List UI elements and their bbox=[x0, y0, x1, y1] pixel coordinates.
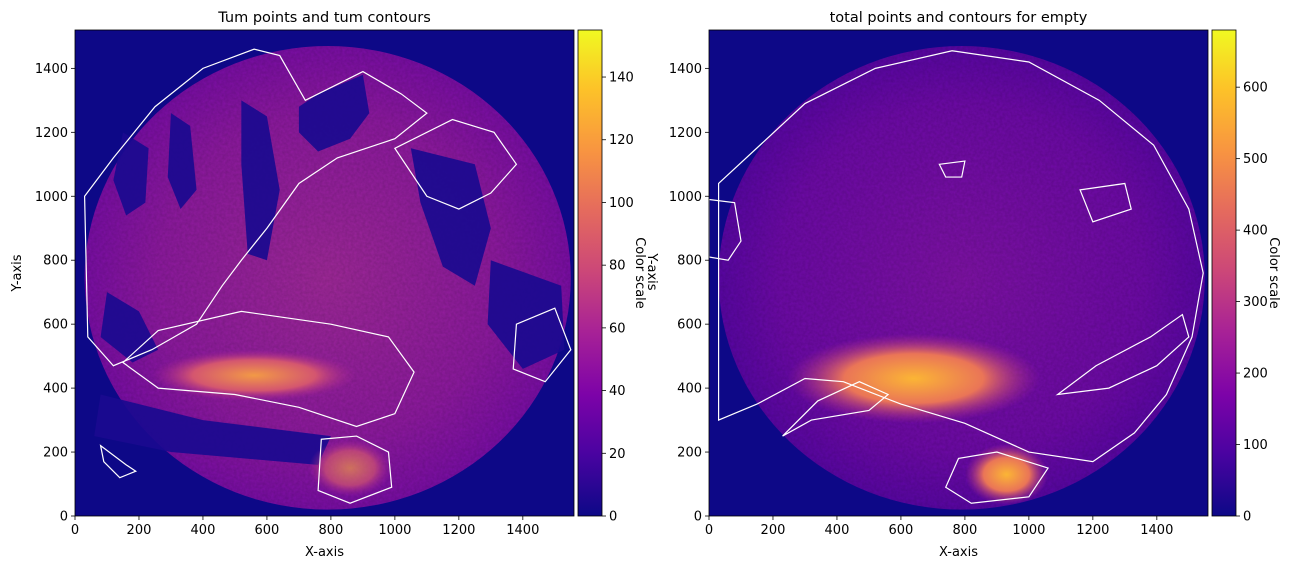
empty-contour-1 bbox=[1055, 313, 1190, 396]
left-chart: 0 200 400 600 800 1000 1200 1400020040060080010… bbox=[10, 10, 659, 560]
colorbar-tick-label-1: 100 bbox=[1243, 438, 1268, 453]
empty-region-1 bbox=[241, 100, 280, 261]
colorbar bbox=[1211, 29, 1237, 517]
x-tick-label-2: 400 bbox=[825, 523, 850, 538]
empty-contour-5 bbox=[938, 160, 966, 178]
empty-region-3 bbox=[487, 260, 565, 369]
empty-contour-6 bbox=[1079, 182, 1132, 223]
tumor-contour-1 bbox=[393, 118, 518, 210]
y-tick-label-2: 400 bbox=[677, 382, 702, 397]
y-tick-label-4: 800 bbox=[43, 254, 68, 269]
empty-region-6 bbox=[100, 292, 159, 363]
tumor-contour-5 bbox=[99, 444, 138, 479]
empty-contour-0 bbox=[717, 50, 1204, 463]
empty-contour-3 bbox=[782, 381, 890, 437]
colorbar-tick-label-5: 500 bbox=[1243, 152, 1268, 167]
empty-region-0 bbox=[298, 74, 370, 152]
y-tick-label-7: 1400 bbox=[669, 62, 702, 77]
colorbar-tick-label-3: 300 bbox=[1243, 295, 1268, 310]
tumor-contour-3 bbox=[317, 435, 393, 504]
empty-region-4 bbox=[113, 132, 149, 216]
plot-area bbox=[709, 30, 1208, 516]
x-tick-label-4: 800 bbox=[952, 523, 977, 538]
colorbar-tick-label-5: 100 bbox=[609, 196, 634, 211]
chart-title: total points and contours for empty bbox=[830, 10, 1088, 26]
x-tick-label-2: 400 bbox=[191, 523, 216, 538]
y-tick-label-0: 0 bbox=[694, 510, 702, 525]
colorbar bbox=[577, 29, 603, 517]
tumor-contour-2 bbox=[122, 310, 415, 428]
colorbar-tick-label-2: 200 bbox=[1243, 367, 1268, 382]
hotspot-bottom bbox=[308, 439, 392, 497]
y-tick-label-3: 600 bbox=[43, 318, 68, 333]
x-tick-label-3: 600 bbox=[255, 523, 280, 538]
hotspot-bottom bbox=[964, 444, 1049, 505]
axes-frame bbox=[74, 29, 575, 517]
y-tick-label-7: 1400 bbox=[35, 62, 68, 77]
y-tick-label-5: 1000 bbox=[35, 190, 68, 205]
x-tick-label-5: 1000 bbox=[378, 523, 411, 538]
colorbar-tick-label-7: 140 bbox=[609, 71, 634, 86]
x-tick-label-1: 200 bbox=[761, 523, 786, 538]
colorbar-tick-label-0: 0 bbox=[609, 510, 617, 525]
y-tick-label-6: 1200 bbox=[669, 126, 702, 141]
chart-title: Tum points and tum contours bbox=[217, 10, 431, 26]
y-tick-label-0: 0 bbox=[60, 510, 68, 525]
empty-contour-2 bbox=[944, 451, 1050, 504]
x-tick-label-6: 1200 bbox=[1076, 523, 1109, 538]
empty-region-2 bbox=[410, 148, 491, 286]
plot-area bbox=[75, 30, 574, 516]
empty-region-7 bbox=[94, 394, 331, 465]
right-chart: 0 200 400 600 800 1000 1200 1400020040060080010… bbox=[669, 10, 1281, 560]
empty-contour-4 bbox=[709, 198, 742, 261]
tumor-contour-0 bbox=[83, 48, 428, 367]
x-tick-label-3: 600 bbox=[889, 523, 914, 538]
y-tick-label-6: 1200 bbox=[35, 126, 68, 141]
hotspot-band bbox=[787, 333, 1041, 424]
tumor-contour-4 bbox=[512, 307, 572, 383]
colorbar-tick-label-6: 120 bbox=[609, 133, 634, 148]
x-tick-label-7: 1400 bbox=[506, 523, 539, 538]
colorbar-tick-label-3: 60 bbox=[609, 321, 626, 336]
colorbar-extra-label: Y-axis bbox=[644, 252, 659, 290]
x-tick-label-7: 1400 bbox=[1140, 523, 1173, 538]
y-tick-label-3: 600 bbox=[677, 318, 702, 333]
x-tick-label-4: 800 bbox=[318, 523, 343, 538]
y-tick-label-1: 200 bbox=[43, 446, 68, 461]
y-axis-label: Y-axis bbox=[10, 254, 25, 292]
y-tick-label-1: 200 bbox=[677, 446, 702, 461]
hotspot-band bbox=[151, 349, 357, 401]
empty-region-5 bbox=[167, 113, 197, 210]
axes-frame bbox=[708, 29, 1209, 517]
y-tick-label-2: 400 bbox=[43, 382, 68, 397]
x-tick-label-5: 1000 bbox=[1012, 523, 1045, 538]
colorbar-tick-label-6: 600 bbox=[1243, 81, 1268, 96]
y-tick-label-4: 800 bbox=[677, 254, 702, 269]
colorbar-tick-label-0: 0 bbox=[1243, 510, 1251, 525]
x-tick-label-1: 200 bbox=[127, 523, 152, 538]
colorbar-tick-label-1: 20 bbox=[609, 447, 626, 462]
x-tick-label-0: 0 bbox=[705, 523, 713, 538]
colorbar-label: Color scale bbox=[1266, 237, 1281, 309]
colorbar-label: Color scale bbox=[632, 237, 647, 309]
colorbar-tick-label-4: 400 bbox=[1243, 224, 1268, 239]
colorbar-tick-label-2: 40 bbox=[609, 384, 626, 399]
y-tick-label-5: 1000 bbox=[669, 190, 702, 205]
x-axis-label: X-axis bbox=[939, 545, 978, 560]
x-tick-label-0: 0 bbox=[71, 523, 79, 538]
x-axis-label: X-axis bbox=[305, 545, 344, 560]
colorbar-tick-label-4: 80 bbox=[609, 259, 626, 274]
x-tick-label-6: 1200 bbox=[442, 523, 475, 538]
